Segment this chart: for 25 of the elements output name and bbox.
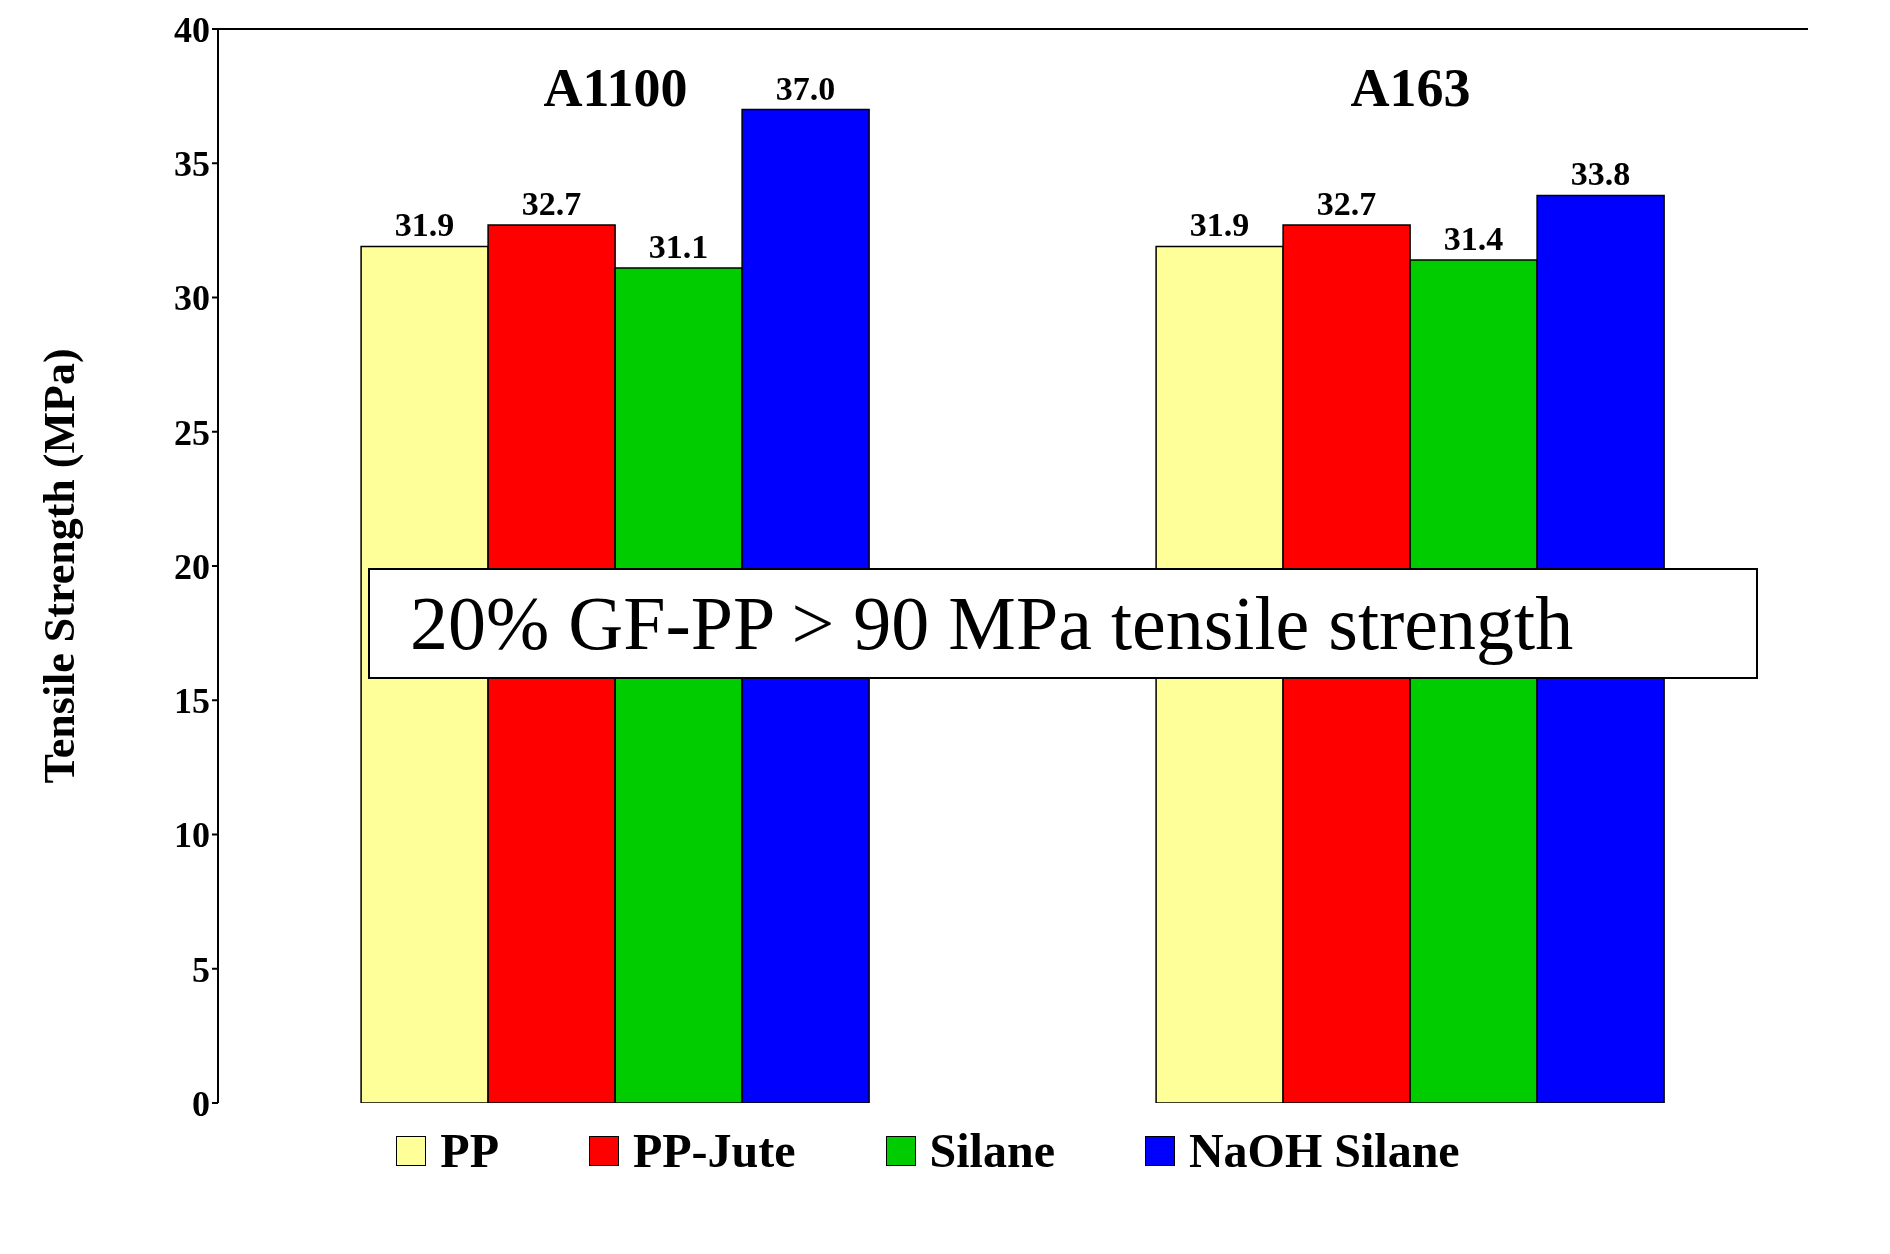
data-label: 31.9 xyxy=(1189,206,1250,244)
y-tick-label: 35 xyxy=(174,144,210,185)
data-label: 31.1 xyxy=(648,227,709,265)
data-label: 37.0 xyxy=(775,69,836,107)
y-axis-title: Tensile Strength (MPa) xyxy=(34,348,84,784)
data-label: 32.7 xyxy=(521,185,582,223)
y-tick-label: 0 xyxy=(192,1083,210,1124)
data-label: 31.4 xyxy=(1443,219,1504,257)
legend-label: PP-Jute xyxy=(632,1123,796,1178)
y-tick-label: 25 xyxy=(174,412,210,453)
y-tick-label: 5 xyxy=(192,949,210,990)
y-tick-label: 10 xyxy=(174,815,210,856)
y-tick-label: 30 xyxy=(174,278,210,319)
x-tick-label: A1100 xyxy=(543,58,688,118)
legend-label: NaOH Silane xyxy=(1188,1123,1460,1178)
annotation: 20% GF-PP > 90 MPa tensile strength xyxy=(368,568,1758,679)
data-label: 32.7 xyxy=(1316,185,1377,223)
y-tick-label: 20 xyxy=(174,546,210,587)
y-tick-label: 15 xyxy=(174,681,210,722)
legend-label: Silane xyxy=(929,1123,1055,1178)
data-label: 31.9 xyxy=(394,206,455,244)
y-tick-label: 40 xyxy=(174,9,210,50)
legend-label: PP xyxy=(440,1123,499,1178)
data-label: 33.8 xyxy=(1570,155,1631,193)
x-tick-label: A163 xyxy=(1350,58,1471,118)
